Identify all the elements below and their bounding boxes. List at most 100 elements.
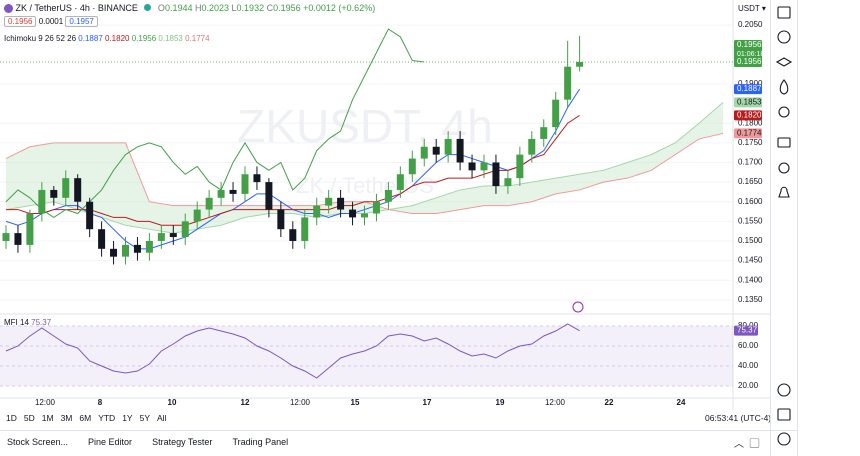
- alerts-icon[interactable]: [777, 30, 791, 44]
- toolbar-edge: [797, 0, 798, 456]
- candle-body: [528, 138, 536, 155]
- x-tick-label: 8: [98, 398, 103, 407]
- indicator-name[interactable]: Ichimoku: [4, 34, 37, 43]
- mfi-tag-bg: [734, 325, 758, 336]
- ohlc-value: 0.1944: [164, 3, 193, 13]
- candle-body: [492, 162, 500, 187]
- range-button[interactable]: YTD: [98, 413, 116, 423]
- candle-body: [241, 174, 249, 194]
- candle-body: [253, 174, 261, 183]
- lagging-tag: 0.1956: [737, 57, 762, 66]
- y-tick-label: 0.1350: [738, 295, 763, 304]
- x-tick-label: 12:00: [290, 398, 311, 407]
- range-button[interactable]: All: [157, 413, 167, 423]
- candle-body: [74, 178, 82, 202]
- candle-body: [145, 240, 153, 253]
- y-tick-label: 0.1900: [738, 79, 763, 88]
- streams-icon[interactable]: [778, 162, 790, 174]
- range-button[interactable]: 1Y: [122, 413, 133, 423]
- candle-body: [205, 197, 213, 210]
- span-a-tag: 0.1853: [737, 98, 762, 107]
- y-tick-label: 0.1400: [738, 275, 763, 284]
- y-tick-label: 0.1500: [738, 236, 763, 245]
- span-a-tag-bg: [734, 97, 762, 108]
- change: +0.0012 (+0.62%): [303, 3, 376, 13]
- candle-body: [289, 229, 297, 241]
- candle-body: [110, 248, 118, 257]
- symbol[interactable]: ZK / TetherUS · 4h · BINANCE: [15, 3, 138, 13]
- x-tick-label: 12: [241, 398, 250, 407]
- candle-body: [349, 209, 357, 218]
- mfi-value: 75.37: [31, 318, 52, 327]
- hotlist-icon[interactable]: [779, 79, 789, 95]
- ohlc-label: L: [231, 3, 237, 13]
- panel-controls[interactable]: ︿ ▢: [734, 439, 760, 450]
- ohlc-value: 0.2023: [201, 3, 230, 13]
- candle-body: [217, 189, 225, 198]
- candle-body: [157, 233, 165, 241]
- range-bar: 1D 5D 1M 3M 6M YTD 1Y 5Y All: [6, 413, 166, 423]
- range-button[interactable]: 1D: [6, 413, 17, 423]
- y-tick-label: 0.1650: [738, 177, 763, 186]
- bottom-tab[interactable]: Strategy Tester: [152, 437, 213, 447]
- candle-body: [14, 233, 22, 245]
- candle-body: [38, 189, 46, 214]
- candle-body: [193, 209, 201, 222]
- right-toolbar: [775, 6, 793, 446]
- candle-body: [122, 244, 129, 257]
- symbol-icon: [4, 4, 13, 14]
- notifications-icon[interactable]: [778, 186, 790, 198]
- y-tick-label: 0.2050: [738, 20, 763, 29]
- candle-body: [2, 233, 10, 241]
- help-icon[interactable]: [777, 432, 791, 446]
- range-button[interactable]: 5D: [23, 413, 35, 423]
- y-tick-label: 0.1750: [738, 138, 763, 147]
- candle-body: [313, 205, 321, 218]
- range-button[interactable]: 3M: [60, 413, 73, 423]
- candle-body: [229, 189, 237, 194]
- candle-body: [564, 66, 572, 100]
- candle-body: [420, 146, 428, 159]
- status-dot: [144, 4, 152, 11]
- candle-body: [552, 99, 560, 128]
- range-button[interactable]: 5Y: [139, 413, 150, 423]
- indicator-value: 0.1956: [131, 34, 157, 43]
- ohlc-label: C: [266, 3, 274, 13]
- dom-icon[interactable]: [777, 383, 791, 397]
- x-tick-label: 19: [496, 398, 505, 407]
- candle-body: [408, 158, 416, 175]
- buy-button[interactable]: 0.1957: [65, 16, 98, 27]
- clock: 06:53:41 (UTC-4): [705, 413, 772, 423]
- candle-body: [444, 138, 452, 155]
- bottom-tab[interactable]: Trading Panel: [232, 437, 289, 447]
- watchlist-icon[interactable]: [777, 6, 791, 19]
- sell-button[interactable]: 0.1956: [4, 16, 37, 27]
- candle-body: [456, 138, 464, 163]
- mfi-tick-label: 20.00: [738, 381, 759, 390]
- candle-body: [50, 189, 58, 198]
- candle-body: [468, 162, 476, 171]
- mfi-name[interactable]: MFI: [4, 318, 18, 327]
- span-b-tag-bg: [734, 128, 762, 139]
- candle-body: [265, 182, 273, 210]
- ohlc-value: 0.1956: [273, 3, 301, 13]
- bottom-tab[interactable]: Pine Editor: [88, 437, 133, 447]
- indicator-legend: Ichimoku 9 26 52 26 0.1887 0.1820 0.1956…: [4, 34, 210, 43]
- candle-body: [133, 244, 141, 253]
- last-price-bg: [734, 40, 762, 60]
- candle-body: [86, 201, 94, 230]
- ideas-icon[interactable]: [778, 106, 790, 118]
- bottom-tab[interactable]: Stock Screen...: [7, 437, 69, 447]
- range-button[interactable]: 1M: [41, 413, 54, 423]
- candle-body: [504, 178, 512, 187]
- layers-icon[interactable]: [775, 57, 793, 67]
- currency[interactable]: USDT ▾: [738, 4, 766, 13]
- calendar-icon[interactable]: [777, 408, 791, 421]
- y-tick-label: 0.1700: [738, 158, 763, 167]
- chat-icon[interactable]: [777, 137, 791, 148]
- ohlc-label: H: [194, 3, 202, 13]
- candle-body: [277, 209, 285, 230]
- candle-body: [540, 127, 548, 139]
- range-button[interactable]: 6M: [79, 413, 92, 423]
- conversion-tag-bg: [734, 84, 762, 95]
